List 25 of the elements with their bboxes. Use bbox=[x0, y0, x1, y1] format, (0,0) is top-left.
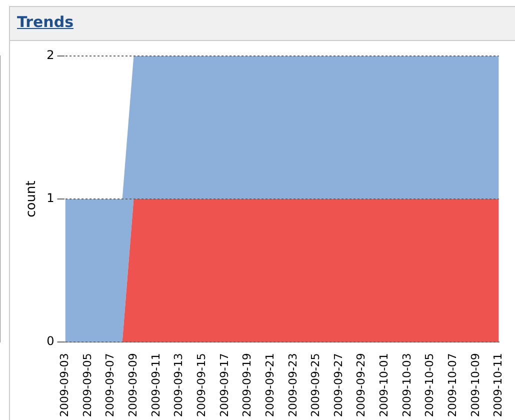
x-tick-label: 2009-10-03 bbox=[400, 353, 414, 418]
y-tick-label: 2 bbox=[46, 48, 54, 62]
x-tick-label: 2009-09-17 bbox=[218, 353, 231, 418]
x-tick-label: 2009-09-13 bbox=[172, 353, 186, 418]
y-tick-label: 1 bbox=[46, 191, 54, 206]
x-tick-label: 2009-10-05 bbox=[423, 353, 436, 418]
x-tick-label: 2009-10-11 bbox=[492, 353, 505, 418]
x-tick-label: 2009-09-19 bbox=[240, 353, 254, 418]
x-tick-label: 2009-09-03 bbox=[58, 353, 72, 418]
x-tick-label: 2009-09-09 bbox=[126, 353, 140, 418]
x-tick-label: 2009-10-01 bbox=[378, 353, 391, 418]
x-tick-label: 2009-09-23 bbox=[286, 353, 300, 418]
y-axis-title: count bbox=[24, 180, 40, 218]
y-tick-label: 0 bbox=[46, 334, 54, 348]
x-tick-label: 2009-10-09 bbox=[468, 353, 482, 418]
x-tick-label: 2009-09-15 bbox=[195, 353, 208, 418]
x-tick-label: 2009-09-07 bbox=[104, 353, 117, 418]
x-tick-label: 2009-09-25 bbox=[309, 353, 322, 418]
x-tick-label: 2009-09-11 bbox=[149, 353, 162, 418]
chart-title: Trends bbox=[17, 13, 74, 31]
x-tick-label: 2009-09-29 bbox=[354, 353, 368, 418]
x-tick-label: 2009-10-07 bbox=[446, 353, 460, 418]
x-tick-label: 2009-09-27 bbox=[332, 353, 345, 418]
x-tick-label: 2009-09-21 bbox=[263, 353, 276, 418]
x-tick-label: 2009-09-05 bbox=[80, 353, 94, 418]
